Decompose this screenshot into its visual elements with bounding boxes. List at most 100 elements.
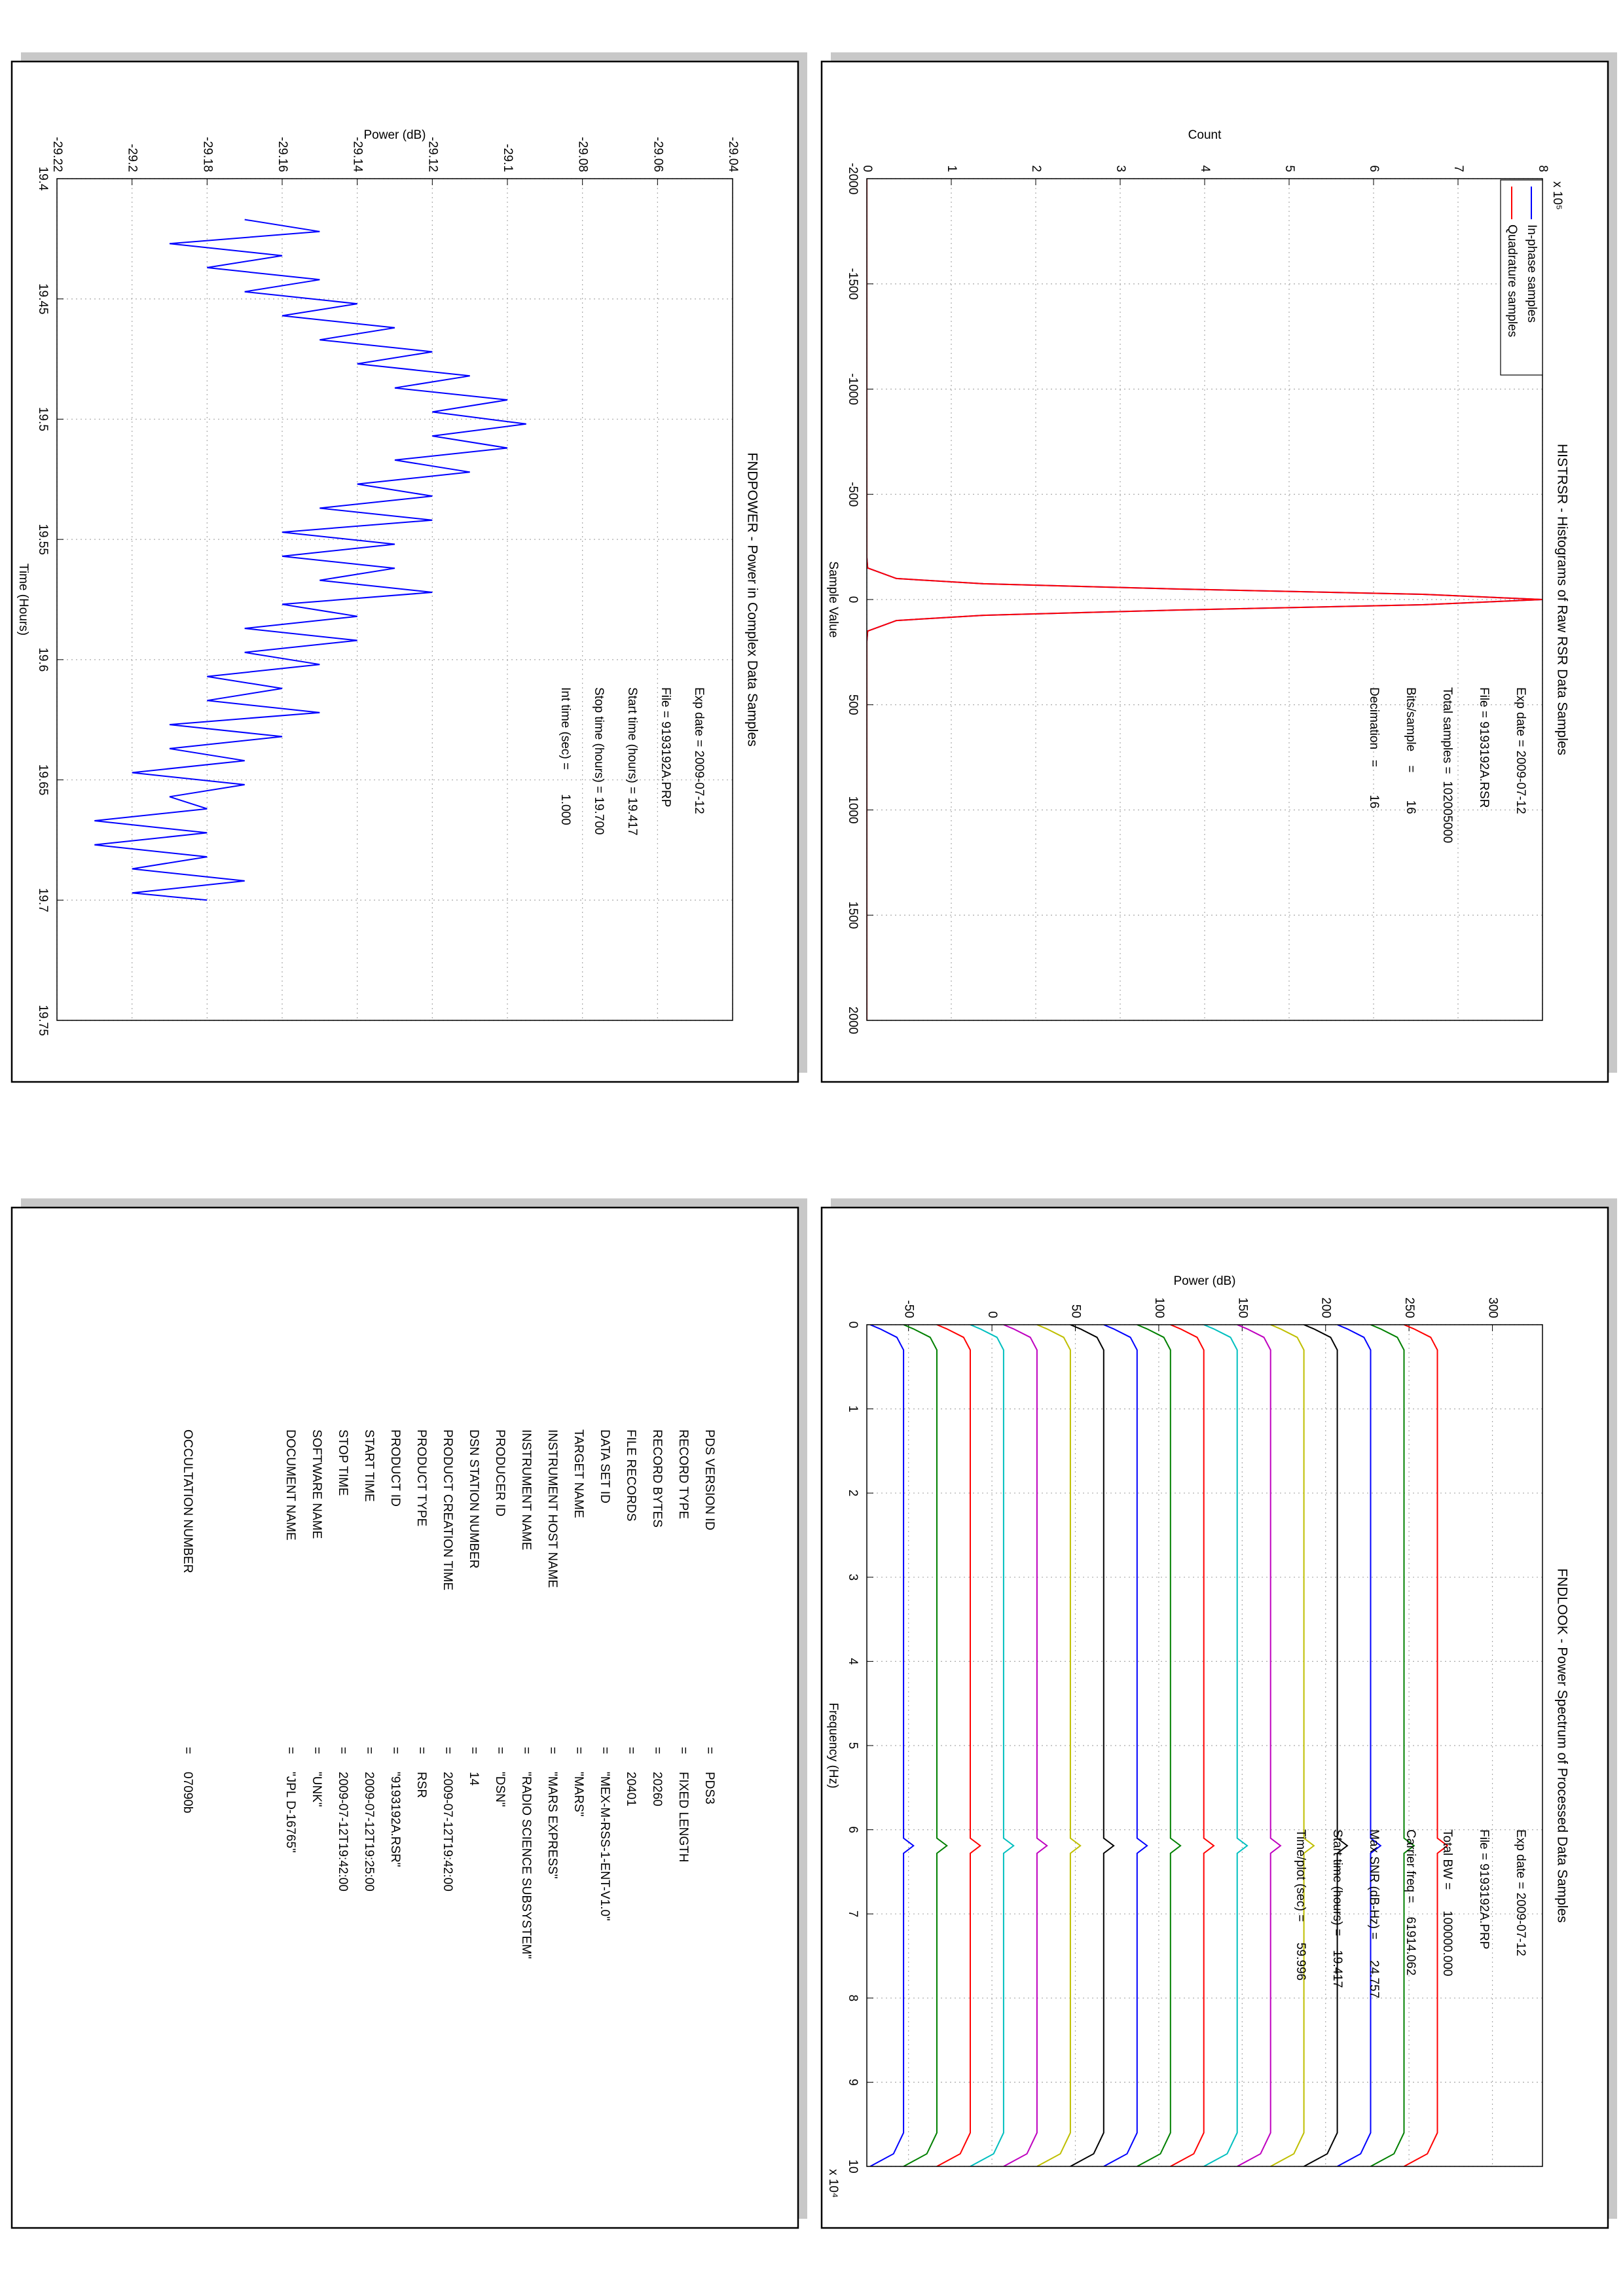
field-separator: = [624,1747,638,1754]
field-value: 07090b [181,1772,194,1813]
annotation: Exp date = 2009-07-12 [692,687,706,814]
x-tick-label: -1000 [846,373,860,405]
field-separator: = [676,1747,690,1754]
field-value: 14 [467,1772,481,1786]
field-separator: = [545,1747,559,1754]
y-exponent-label: x 10⁵ [1550,181,1564,210]
y-tick-label: 6 [1367,165,1381,172]
field-separator: = [650,1747,664,1754]
y-tick-label: -29.14 [351,137,365,172]
panel-content: -2000 -1500 -1000 -500 0 500 1000 1500 2000 0 1 2 3 4… [826,128,1569,1034]
field-value: "MEX-M-RSS-1-ENT-V1.0" [598,1772,611,1921]
field-name: PDS VERSION ID [702,1429,716,1530]
y-tick-label: -29.12 [426,137,439,172]
field-name: DSN STATION NUMBER [467,1429,481,1569]
field-separator: = [519,1747,533,1754]
field-name: PRODUCER ID [493,1429,507,1516]
legend-box [1500,179,1543,376]
field-separator: = [283,1747,297,1754]
plot-area [57,179,733,1020]
field-value: 2009-07-12T19:42:00 [441,1772,454,1892]
field-separator: = [493,1747,507,1754]
x-tick-label: -2000 [846,163,860,195]
x-tick-label: 19.75 [36,1005,50,1036]
data-line [1070,1325,1115,2166]
data-line [1370,1325,1415,2166]
field-value: "9193192A.RSR" [388,1772,402,1867]
y-tick-label: 3 [1114,165,1127,172]
x-tick-label: 4 [846,1658,860,1665]
field-separator: = [702,1747,716,1754]
field-value: "MARS" [572,1772,585,1816]
field-value: 20260 [650,1772,664,1806]
y-tick-label: 0 [860,165,874,172]
data-line [1203,1325,1249,2166]
x-tick-label: 9 [846,2079,860,2086]
annotation: Exp date = 2009-07-12 [1514,1829,1527,1956]
data-line [1103,1325,1148,2166]
field-value: "JPL D-16765" [283,1772,297,1853]
plot-frame [56,178,733,1021]
x-tick-label: 19.45 [36,283,50,315]
x-tick-label: 19.55 [36,524,50,555]
y-tick-label: -29.18 [200,137,214,172]
field-value: "UNK" [310,1772,323,1807]
field-name: INSTRUMENT NAME [519,1429,533,1550]
annotation: File = 9193192A.PRP [1477,1829,1491,1949]
x-tick-label: 0 [846,596,860,603]
y-tick-label: -29.22 [50,137,64,172]
field-value: PDS3 [702,1772,716,1804]
panel-frame [10,1206,799,2229]
field-separator: = [572,1747,585,1754]
y-tick-label: -29.08 [576,137,590,172]
field-separator: = [598,1747,611,1754]
y-tick-label: -29.1 [501,144,515,172]
y-tick-label: 7 [1451,165,1465,172]
y-axis-label: Power (dB) [363,128,426,142]
field-value: FIXED LENGTH [676,1772,690,1862]
annotation: Stop time (hours) = 19.700 [592,687,606,835]
x-tick-label: -1500 [846,268,860,300]
annotation: Decimation = 16 [1367,687,1381,808]
plot-frame [866,1324,1543,2167]
y-tick-label: 1 [945,165,958,172]
field-separator: = [310,1747,323,1754]
field-name: FILE RECORDS [624,1429,638,1521]
field-separator: = [388,1747,402,1754]
y-tick-label: -50 [902,1300,916,1318]
field-name: RECORD BYTES [650,1429,664,1528]
annotation: Int time (sec) = 1.000 [558,687,572,825]
field-value: "RADIO SCIENCE SUBSYSTEM" [519,1772,533,1959]
y-tick-label: 200 [1319,1297,1333,1318]
y-tick-label: 150 [1235,1297,1249,1318]
field-name: STOP TIME [336,1429,350,1496]
annotation: File = 9193192A.RSR [1477,687,1491,808]
field-value: "DSN" [493,1772,507,1807]
y-tick-label: -29.16 [276,137,289,172]
x-tick-label: 1000 [846,796,860,823]
field-name: PRODUCT CREATION TIME [441,1429,454,1590]
x-tick-label: 500 [846,694,860,715]
field-value: "MARS EXPRESS" [545,1772,559,1878]
legend-label: In-phase samples [1525,224,1539,323]
y-tick-label: -29.04 [726,137,740,172]
plot-frame [866,178,1543,1021]
panel-content: 0 1 2 3 4 5 6 7 8 9 10 -50 0 50 100 150 200 250 300 FNDLOOK… [826,1274,1569,2198]
field-separator: = [336,1747,350,1754]
x-tick-label: 19.7 [36,888,50,912]
y-tick-label: 0 [985,1311,999,1318]
x-tick-label: 1 [846,1405,860,1412]
x-tick-label: 19.65 [36,764,50,796]
field-name: TARGET NAME [572,1429,585,1518]
x-tick-label: 19.6 [36,647,50,672]
field-value: RSR [414,1772,428,1798]
x-tick-label: 2 [846,1490,860,1497]
x-axis-label: Frequency (Hz) [826,1703,840,1789]
y-axis-label: Count [1188,128,1222,142]
data-line [1337,1325,1382,2166]
annotation: Start time (hours) = 19.417 [625,687,639,836]
data-line [94,219,526,901]
plot-area [867,1325,1542,2166]
field-name: DOCUMENT NAME [283,1429,297,1541]
annotation: Bits/sample = 16 [1404,687,1417,814]
